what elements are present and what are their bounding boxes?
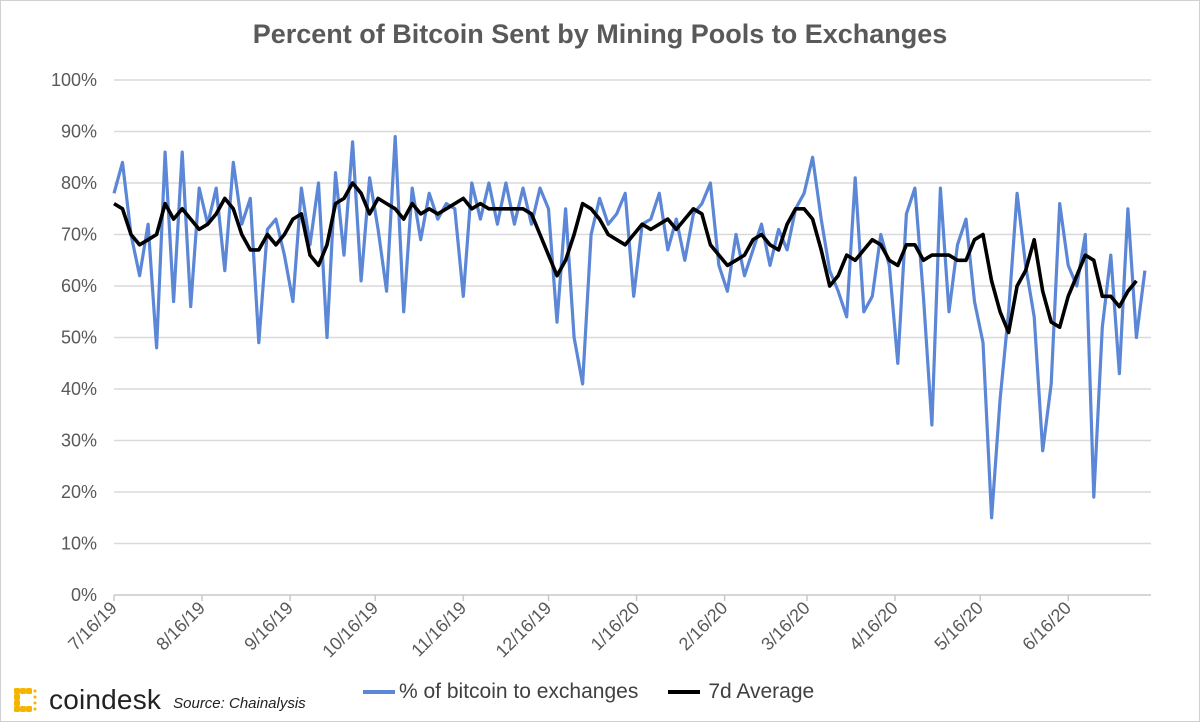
y-tick-label: 70% — [61, 225, 97, 245]
coindesk-wordmark: coindesk — [49, 684, 162, 715]
logo-dot — [14, 688, 20, 694]
x-tick-label: 2/16/20 — [675, 598, 732, 655]
logo-dot — [33, 695, 37, 699]
legend-label-average: 7d Average — [708, 680, 815, 703]
y-tick-label: 30% — [61, 431, 97, 451]
x-tick-label: 12/16/19 — [492, 598, 556, 662]
legend: % of bitcoin to exchanges 7d Average — [363, 680, 814, 704]
y-tick-label: 80% — [61, 173, 97, 193]
y-tick-label: 60% — [61, 276, 97, 296]
logo-dot — [26, 706, 32, 712]
chart-title: Percent of Bitcoin Sent by Mining Pools … — [252, 19, 948, 49]
logo-dot — [14, 706, 20, 712]
y-tick-label: 20% — [61, 482, 97, 502]
y-tick-label: 100% — [51, 70, 97, 90]
logo-dot — [14, 700, 20, 706]
logo-dot — [20, 688, 26, 694]
logo-dot — [33, 707, 37, 711]
legend-swatch-blue-line — [363, 690, 395, 694]
logo-dot — [33, 689, 37, 693]
x-tick-label: 4/16/20 — [845, 598, 902, 655]
x-tick-label: 5/16/20 — [930, 598, 987, 655]
coindesk-branding: coindesk Source: Chainalysis — [13, 684, 306, 716]
y-tick-label: 90% — [61, 122, 97, 142]
x-tick-label: 10/16/19 — [318, 598, 382, 662]
y-tick-label: 50% — [61, 328, 97, 348]
x-tick-label: 11/16/19 — [407, 598, 470, 661]
x-tick-label: 6/16/20 — [1018, 598, 1075, 655]
y-tick-label: 0% — [71, 585, 97, 605]
logo-dot — [20, 706, 26, 712]
y-tick-label: 40% — [61, 379, 97, 399]
x-tick-label: 1/16/20 — [587, 598, 644, 655]
x-tick-label: 8/16/19 — [152, 598, 209, 655]
y-tick-label: 10% — [61, 534, 97, 554]
legend-label-percent: % of bitcoin to exchanges — [399, 680, 639, 703]
logo-dot — [26, 688, 32, 694]
x-tick-label: 7/16/19 — [64, 598, 121, 655]
legend-swatch-black-line — [668, 690, 701, 694]
series-line-percent-to-exchanges — [112, 135, 1147, 520]
x-tick-label: 9/16/19 — [240, 598, 297, 655]
coindesk-logo-icon — [14, 688, 37, 712]
logo-dot — [33, 701, 37, 705]
logo-dot — [14, 694, 20, 700]
source-note: Source: Chainalysis — [173, 694, 306, 712]
x-tick-label: 3/16/20 — [757, 598, 814, 655]
series-line-7d-average — [113, 181, 1138, 335]
